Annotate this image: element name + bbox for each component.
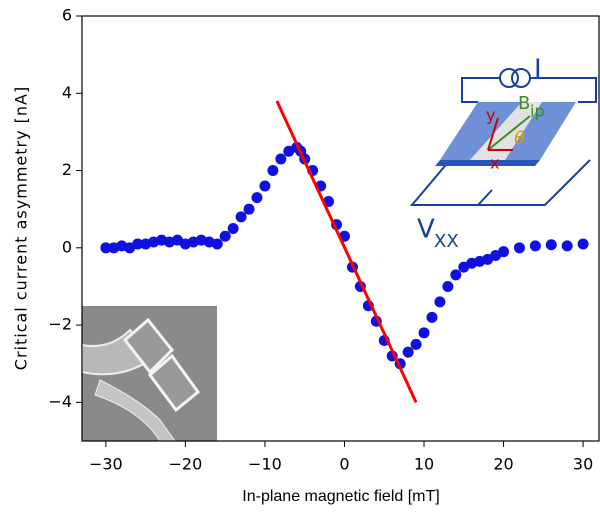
data-point (561, 240, 573, 252)
data-point (426, 311, 438, 323)
inset-label: V (417, 215, 435, 245)
data-point (442, 280, 454, 292)
device-inset (409, 68, 597, 206)
x-tick-label: 10 (414, 455, 434, 474)
fit-line (275, 100, 418, 403)
data-point (529, 240, 541, 252)
plot-frame (81, 15, 600, 442)
data-point (235, 211, 247, 223)
inset-label: I (534, 55, 542, 85)
inset-label: θ (514, 128, 525, 149)
data-point (418, 327, 430, 339)
inset-label: XX (434, 231, 459, 252)
data-point (227, 223, 239, 234)
x-tick-label: 0 (339, 455, 349, 474)
y-tick-label: −4 (48, 392, 72, 411)
data-point (100, 242, 112, 254)
data-point (219, 230, 231, 242)
sem-inset (81, 306, 217, 442)
y-tick-label: 2 (62, 160, 72, 179)
x-tick-label: −30 (89, 455, 123, 474)
inset-label: y (486, 106, 495, 125)
data-point (251, 192, 263, 204)
inset-label: B (518, 93, 530, 114)
data-point (259, 180, 271, 192)
x-tick-label: 20 (493, 455, 513, 474)
inset-label: ip (530, 102, 545, 121)
data-point (545, 239, 557, 251)
data-point (275, 153, 287, 165)
data-point (577, 238, 589, 250)
x-tick-label: 30 (573, 455, 593, 474)
data-point (410, 338, 422, 350)
y-axis-label: Critical current asymmetry [nA] (12, 86, 31, 370)
x-tick-label: −10 (248, 455, 282, 474)
inset-label: x (490, 154, 499, 173)
x-axis-label: In-plane magnetic field [mT] (242, 488, 439, 505)
data-point (267, 165, 279, 177)
data-point (211, 238, 223, 250)
data-point (132, 238, 144, 250)
y-tick-label: 6 (62, 6, 72, 25)
y-tick-label: −2 (48, 315, 72, 334)
x-tick-label: −20 (169, 455, 203, 474)
y-tick-label: 0 (62, 237, 72, 256)
data-point (513, 242, 525, 254)
data-point (498, 246, 510, 258)
data-point (243, 203, 255, 215)
data-point (450, 269, 462, 281)
data-point (434, 296, 446, 308)
data-point (402, 346, 414, 358)
y-tick-label: 4 (62, 83, 72, 102)
